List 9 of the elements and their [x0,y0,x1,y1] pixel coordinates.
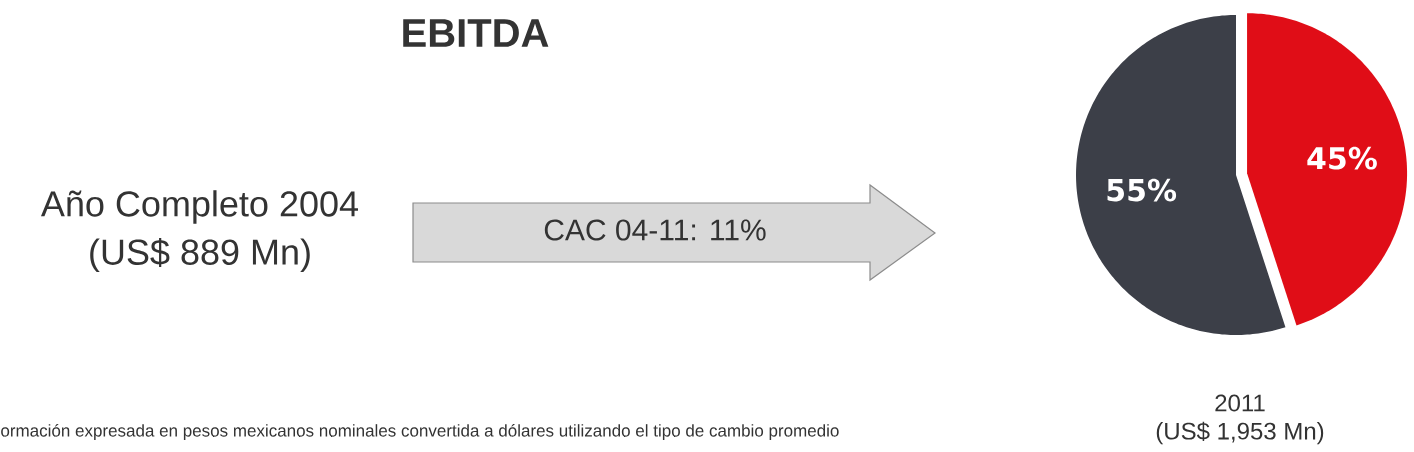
data-label: 55% [1107,178,1177,202]
text: (US$ 889 Mn) [90,237,310,273]
text: 2011 [1215,394,1265,412]
data-label: 45% [1307,146,1377,170]
text: CAC 04-11: 11% [544,219,766,241]
text: (US$ 1,953 Mn) [1156,421,1324,445]
text: EBITDA [403,19,549,47]
text: ormación expresada en pesos mexicanos nominales convertida a dólares utilizando el tipo de cambio promedio [1,423,839,441]
text: Año Completo 2004 [40,190,358,224]
